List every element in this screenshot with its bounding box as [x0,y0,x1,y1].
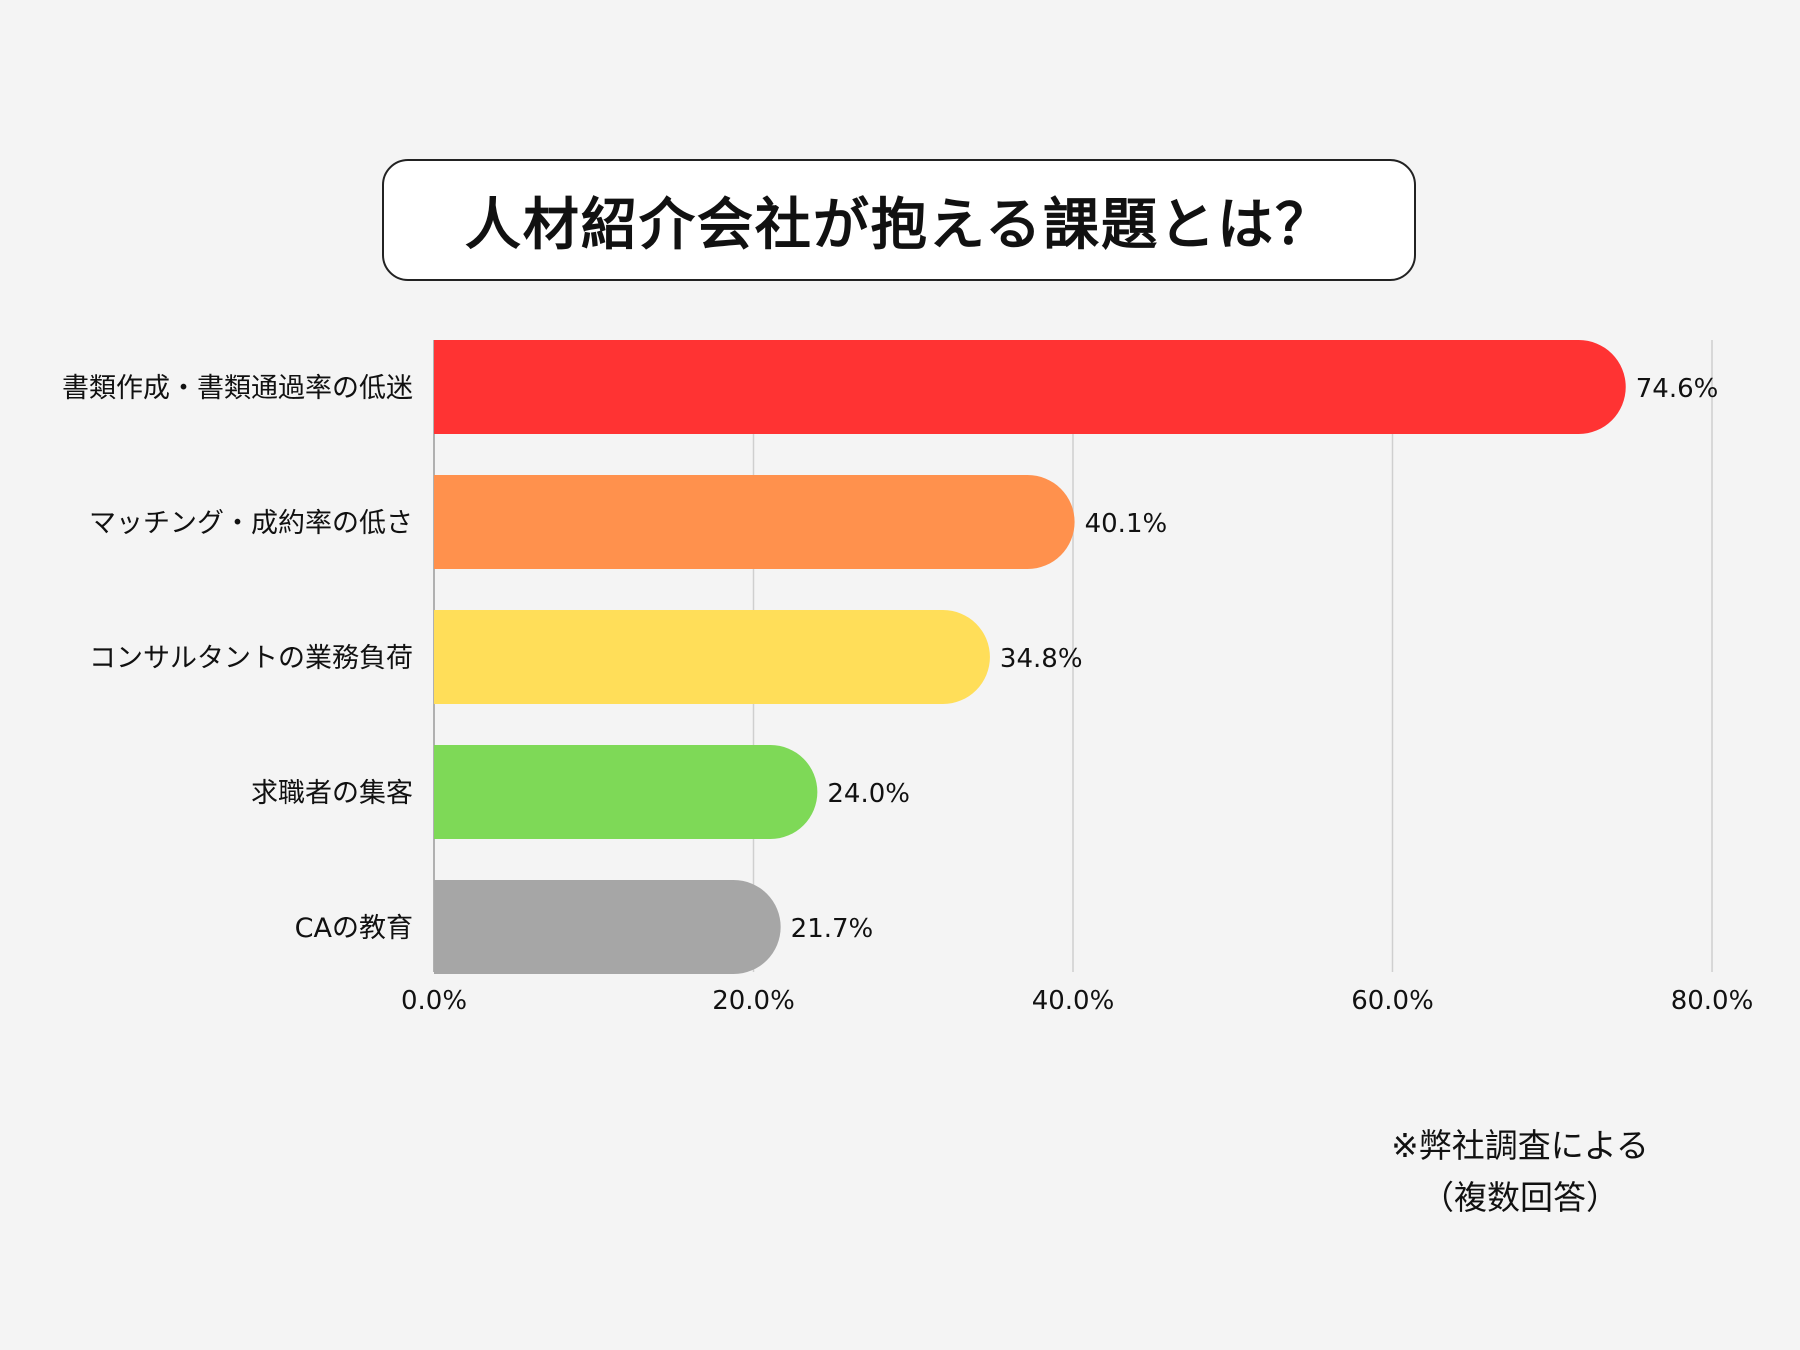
x-tick-label: 20.0% [712,986,795,1016]
footnote-line-1: ※弊社調査による [1391,1126,1649,1165]
data-label: 34.8% [1000,644,1083,674]
data-label: 74.6% [1636,374,1719,404]
bars [434,340,1626,974]
chart-title: 人材紹介会社が抱える課題とは？ [382,159,1416,281]
x-tick-label: 0.0% [401,986,467,1016]
category-label: 求職者の集客 [251,778,413,809]
labels: 0.0% 20.0% 40.0% 60.0% 80.0% 書類作成・書類通過率の低迷 74.… [62,373,1753,1016]
bar [434,880,781,974]
x-tick-label: 40.0% [1032,986,1115,1016]
footnote-line-2: （複数回答） [1421,1178,1619,1217]
x-tick-label: 80.0% [1671,986,1754,1016]
category-label: CAの教育 [295,913,413,944]
bar [434,475,1075,569]
data-label: 21.7% [791,914,874,944]
category-label: コンサルタントの業務負荷 [89,643,413,674]
bar [434,745,818,839]
category-label: マッチング・成約率の低さ [89,508,413,539]
category-label: 書類作成・書類通過率の低迷 [62,373,413,404]
x-tick-label: 60.0% [1351,986,1434,1016]
bar [434,610,990,704]
data-label: 40.1% [1085,509,1168,539]
footnote: ※弊社調査による （複数回答） [1300,1120,1740,1224]
data-label: 24.0% [827,779,910,809]
bar [434,340,1626,434]
